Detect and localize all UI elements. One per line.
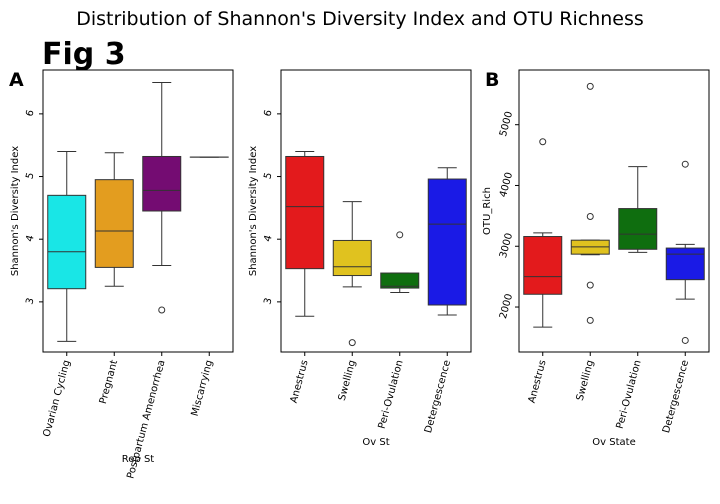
flier-point <box>681 336 689 344</box>
panel-letter-b: B <box>485 69 499 91</box>
y-axis-label: Shannon's Diversity Index <box>248 146 259 276</box>
y-tick-label: 3000 <box>498 232 515 259</box>
x-axis-label: Ov State <box>592 437 635 448</box>
box-1-3 <box>142 82 182 314</box>
chart-panel-3: 2000 3000 4000 5000 Anestrus Swelling Peri-Ovu… <box>482 69 710 448</box>
y-tick-label: 5000 <box>498 110 515 137</box>
y-tick-label: 3 <box>262 297 274 306</box>
box-body <box>332 239 372 277</box>
box-body <box>94 179 134 268</box>
box-body <box>285 155 325 270</box>
box-3-3 <box>618 166 658 253</box>
y-tick-label: 5 <box>24 171 36 180</box>
box-body <box>665 247 705 281</box>
flier-point <box>681 160 689 168</box>
box-1-1 <box>47 150 87 342</box>
box-2-4 <box>427 167 467 316</box>
flier-point <box>586 212 594 220</box>
x-tick-label: Detergescence <box>661 359 691 435</box>
y-tick-label: 6 <box>262 109 274 118</box>
flier-point <box>539 138 547 146</box>
box-body <box>142 155 182 212</box>
flier-point <box>396 231 404 239</box>
box-body <box>427 178 467 306</box>
y-axis-label: OTU_Rich <box>482 187 493 235</box>
box-3-2 <box>570 82 610 324</box>
box-2-2 <box>332 201 372 347</box>
box-body <box>618 208 658 250</box>
x-tick-label: Ovarian Cycling <box>42 359 73 438</box>
y-tick-label: 4 <box>262 234 274 243</box>
y-tick-label: 3 <box>24 297 36 306</box>
x-tick-label: Pregnant <box>98 359 120 405</box>
box-2-3 <box>380 231 420 293</box>
y-axis-label: Shannon's Diversity Index <box>10 146 21 276</box>
x-tick-label: Miscarrying <box>190 359 216 418</box>
y-tick-label: 2000 <box>498 293 515 320</box>
box-3-1 <box>523 138 563 328</box>
x-tick-label: Detergescence <box>423 359 453 435</box>
x-tick-label: Anestrus <box>289 359 311 404</box>
y-tick-label: 4000 <box>498 171 515 198</box>
x-tick-label: Peri-Ovulation <box>615 359 644 430</box>
figure-suptitle: Distribution of Shannon's Diversity Inde… <box>76 8 644 30</box>
box-3-4 <box>665 160 705 344</box>
box-body <box>523 236 563 295</box>
flier-point <box>586 316 594 324</box>
figure-label: Fig 3 <box>42 37 126 72</box>
panel-letter-a: A <box>9 69 24 91</box>
y-tick-label: 6 <box>24 109 36 118</box>
box-body <box>47 194 87 290</box>
box-1-2 <box>94 152 134 287</box>
axes-frame <box>280 69 472 353</box>
flier-point <box>348 339 356 347</box>
flier-point <box>586 281 594 289</box>
x-tick-label: Anestrus <box>527 359 549 404</box>
chart-panel-2: 3 4 5 6 Anestrus Swelling Peri-Ovulation Deterg… <box>248 69 472 448</box>
flier-point <box>158 306 166 314</box>
flier-point <box>586 82 594 90</box>
y-tick-label: 5 <box>262 171 274 180</box>
y-tick-label: 4 <box>24 234 36 243</box>
x-axis-label: Ov St <box>362 437 389 448</box>
axes-frame <box>518 69 710 353</box>
x-tick-label: Swelling <box>337 359 358 402</box>
box-body <box>380 272 420 289</box>
x-axis-label: Rep St <box>122 454 155 465</box>
box-2-1 <box>285 150 325 317</box>
x-tick-label: Peri-Ovulation <box>377 359 406 430</box>
axes-frame <box>42 69 234 353</box>
x-tick-label: Swelling <box>575 359 596 402</box>
